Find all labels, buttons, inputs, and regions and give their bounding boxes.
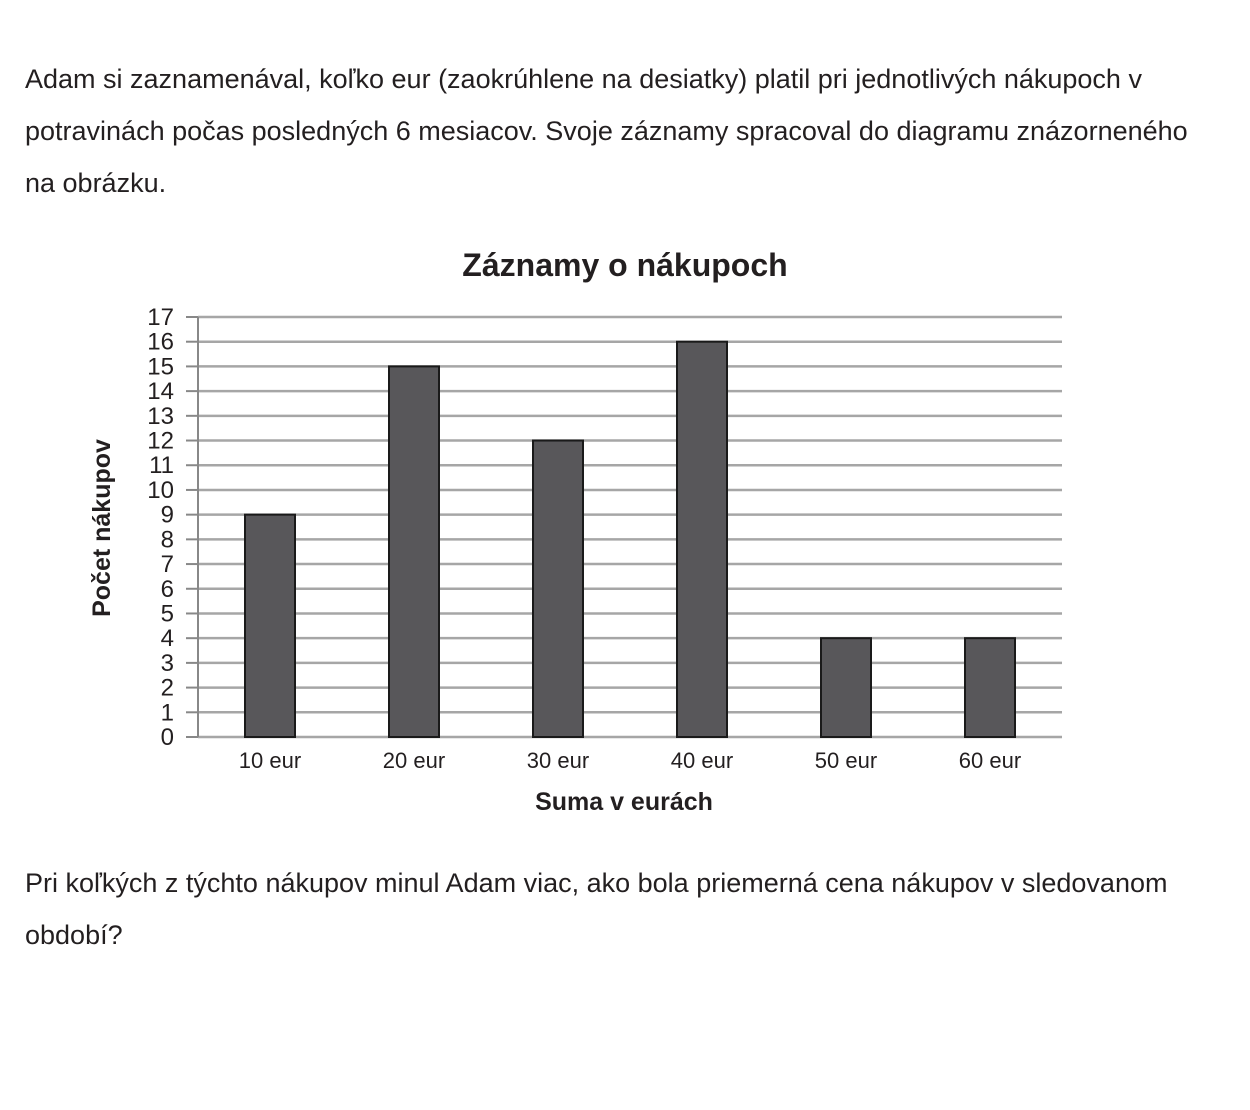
intro-paragraph: Adam si zaznamenával, koľko eur (zaokrúh… <box>25 64 1188 198</box>
y-tick-label: 8 <box>161 526 174 553</box>
y-tick-label: 6 <box>161 576 174 603</box>
bar-6 <box>964 637 1016 739</box>
y-tick-label: 12 <box>147 428 174 455</box>
chart-title: Záznamy o nákupoch <box>462 247 787 283</box>
bar-4 <box>676 340 728 739</box>
question-paragraph: Pri koľkých z týchto nákupov minul Adam … <box>25 868 1168 950</box>
y-tick-label: 15 <box>147 353 174 380</box>
y-axis-title: Počet nákupov <box>88 439 116 617</box>
y-tick-label: 16 <box>147 329 174 356</box>
y-tick-label: 17 <box>147 304 174 331</box>
x-tick-label: 60 eur <box>959 748 1021 773</box>
y-tick-label: 7 <box>161 551 174 578</box>
bar-chart: Záznamy o nákupoch 012345678910111213141… <box>88 247 1062 816</box>
y-tick-label: 13 <box>147 403 174 430</box>
x-tick-label: 20 eur <box>383 748 445 773</box>
x-axis-title: Suma v eurách <box>535 788 713 816</box>
bar-2 <box>388 365 440 738</box>
x-tick-label: 50 eur <box>815 748 877 773</box>
y-tick-label: 9 <box>161 502 174 529</box>
x-tick-label: 30 eur <box>527 748 589 773</box>
y-tick-label: 4 <box>161 625 174 652</box>
gridlines <box>186 315 1062 739</box>
y-tick-label: 5 <box>161 600 174 627</box>
y-tick-label: 10 <box>147 477 174 504</box>
y-tick-label: 14 <box>147 378 174 405</box>
y-tick-label: 0 <box>161 724 174 751</box>
y-tick-label: 1 <box>161 699 174 726</box>
x-tick-label: 10 eur <box>239 748 301 773</box>
bar-5 <box>820 637 872 739</box>
x-tick-label: 40 eur <box>671 748 733 773</box>
y-tick-label: 2 <box>161 675 174 702</box>
bars <box>244 340 1016 739</box>
x-axis-ticks: 10 eur 20 eur 30 eur 40 eur 50 eur 60 eur <box>239 748 1021 773</box>
bar-1 <box>244 513 296 738</box>
y-tick-label: 3 <box>161 650 174 677</box>
bar-3 <box>532 439 584 738</box>
y-tick-label: 11 <box>149 452 174 479</box>
